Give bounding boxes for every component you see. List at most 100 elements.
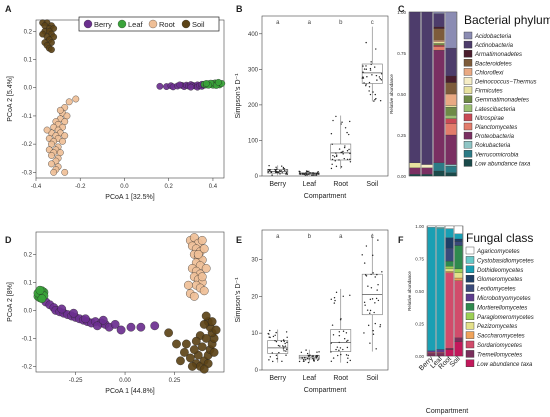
stack-segment <box>445 166 457 173</box>
jitter-point <box>332 119 334 122</box>
jitter-point <box>340 151 342 154</box>
jitter-point <box>379 325 381 328</box>
panel-label-b: B <box>236 4 243 14</box>
jitter-point <box>361 254 363 256</box>
jitter-point <box>349 161 352 163</box>
jitter-point <box>369 69 372 71</box>
point-berry <box>176 81 184 89</box>
point-root <box>72 95 80 103</box>
jitter-point <box>379 100 382 102</box>
y-tick-label: 0.2 <box>24 29 33 35</box>
jitter-point <box>274 339 276 342</box>
stack-segment <box>433 28 445 41</box>
jitter-point <box>282 168 285 170</box>
stack-segment <box>454 245 463 270</box>
jitter-point <box>278 171 280 174</box>
jitter-point <box>346 158 349 161</box>
legend-item: Microbotryomycetes <box>477 296 531 302</box>
legend-item: Saccharomycetes <box>477 334 525 340</box>
jitter-point <box>376 79 378 81</box>
y-tick-label: -0.2 <box>22 142 33 148</box>
x-tick-label: -0.2 <box>75 184 86 190</box>
jitter-point <box>374 98 376 101</box>
x-axis-label: Compartment <box>426 408 468 415</box>
legend-item: Low abundance taxa <box>475 161 531 167</box>
x-tick-label: Leaf <box>302 375 316 382</box>
x-tick-label: Soil <box>449 355 463 369</box>
jitter-point <box>334 299 336 302</box>
jitter-point <box>299 173 302 175</box>
jitter-point <box>374 322 376 325</box>
point-soil <box>209 348 219 357</box>
point-soil <box>172 339 181 349</box>
jitter-point <box>370 61 372 63</box>
legend-swatch <box>463 104 473 113</box>
jitter-point <box>268 164 270 167</box>
box-panel-b: 0 100 200 300 400 Berry a Leaf a Root b Soil c Compar… <box>235 15 389 200</box>
jitter-point <box>368 81 371 84</box>
jitter-point <box>283 350 285 352</box>
jitter-point <box>276 171 279 174</box>
legend-item: Proteobacteria <box>475 134 515 140</box>
y-axis-label: Simpson's D⁻¹ <box>235 277 242 323</box>
legend-swatch <box>465 331 475 339</box>
y-tick-label: -0.1 <box>22 114 33 120</box>
jitter-point <box>375 97 377 100</box>
jitter-point <box>305 349 307 351</box>
jitter-point <box>281 165 283 167</box>
point-berry <box>126 322 136 332</box>
jitter-point <box>370 63 372 66</box>
legend-item: Mortierellomycetes <box>477 305 527 311</box>
jitter-point <box>342 295 344 297</box>
legend-item: Latescibacteria <box>475 107 516 113</box>
stack-segment <box>409 162 421 168</box>
jitter-point <box>286 341 288 344</box>
jitter-point <box>381 271 383 273</box>
significance-letter: c <box>371 234 374 240</box>
jitter-point <box>313 359 315 362</box>
y-tick-label: 400 <box>248 32 259 38</box>
jitter-point <box>369 342 371 344</box>
jitter-point <box>272 335 275 338</box>
jitter-point <box>365 245 368 247</box>
plot-area <box>35 19 225 179</box>
jitter-point <box>275 340 278 343</box>
jitter-point <box>286 348 288 351</box>
jitter-point <box>340 166 343 168</box>
x-tick-label: Leaf <box>302 181 316 188</box>
jitter-point <box>283 168 286 170</box>
stack-segment <box>409 11 421 164</box>
x-tick-label: Root <box>333 375 348 382</box>
jitter-point <box>282 166 285 169</box>
jitter-point <box>315 355 317 358</box>
stack-segment <box>427 351 436 354</box>
jitter-point <box>300 351 303 354</box>
point-soil <box>199 364 209 374</box>
jitter-point <box>345 332 348 334</box>
jitter-point <box>280 340 283 343</box>
jitter-point <box>330 167 333 170</box>
box-soil <box>361 63 383 84</box>
jitter-point <box>275 171 278 174</box>
jitter-point <box>363 82 365 84</box>
jitter-point <box>375 74 378 77</box>
stack-segment <box>433 40 445 42</box>
jitter-point <box>343 146 346 149</box>
x-tick-label: Berry <box>269 181 286 188</box>
jitter-point <box>348 148 350 151</box>
jitter-point <box>349 152 351 155</box>
x-tick-label: 0.2 <box>165 184 174 190</box>
y-tick-label: 0.50 <box>415 289 424 294</box>
legend-swatch <box>465 359 475 367</box>
jitter-point <box>372 333 375 335</box>
jitter-point <box>333 156 336 158</box>
box-root <box>330 329 352 352</box>
x-axis-label: Compartment <box>304 387 346 394</box>
jitter-point <box>279 169 281 172</box>
stack-segment <box>454 233 463 240</box>
jitter-point <box>335 165 338 168</box>
y-tick-label: 1.00 <box>415 224 424 229</box>
jitter-point <box>363 68 366 70</box>
jitter-point <box>317 171 319 173</box>
jitter-point <box>269 356 272 358</box>
